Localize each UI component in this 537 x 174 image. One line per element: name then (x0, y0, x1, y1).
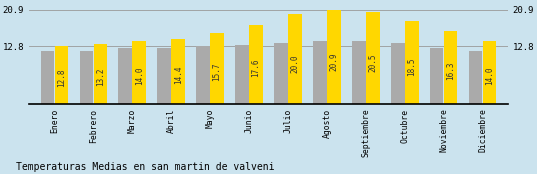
Bar (79, 51, 93, 104)
Text: 16.3: 16.3 (446, 62, 455, 80)
Bar (483, 41, 496, 104)
Bar (391, 43, 404, 104)
Text: 12.8: 12.8 (57, 69, 66, 87)
Text: 14.0: 14.0 (135, 66, 144, 85)
Bar (352, 41, 366, 104)
Text: 14.4: 14.4 (173, 65, 183, 84)
Bar (366, 12, 380, 104)
Bar (288, 14, 302, 104)
Text: 20.5: 20.5 (368, 53, 378, 72)
Text: 17.6: 17.6 (251, 59, 260, 77)
Text: 20.0: 20.0 (291, 54, 300, 73)
Bar (274, 43, 288, 104)
Bar (119, 48, 132, 104)
Bar (235, 45, 249, 104)
Text: 20.9: 20.9 (329, 52, 338, 71)
Bar (211, 33, 224, 104)
Bar (171, 39, 185, 104)
Bar (157, 48, 171, 104)
Bar (469, 51, 482, 104)
Bar (430, 48, 444, 104)
Bar (405, 21, 418, 104)
Bar (327, 10, 340, 104)
Text: 13.2: 13.2 (96, 68, 105, 86)
Text: 18.5: 18.5 (407, 57, 416, 76)
Text: 15.7: 15.7 (213, 63, 222, 81)
Text: 14.0: 14.0 (485, 66, 494, 85)
Text: Temperaturas Medias en san martin de valveni: Temperaturas Medias en san martin de val… (16, 162, 274, 172)
Bar (41, 51, 54, 104)
Bar (444, 31, 458, 104)
Bar (249, 25, 263, 104)
Bar (55, 46, 68, 104)
Bar (197, 46, 210, 104)
Bar (313, 41, 326, 104)
Bar (133, 41, 146, 104)
Bar (93, 45, 107, 104)
